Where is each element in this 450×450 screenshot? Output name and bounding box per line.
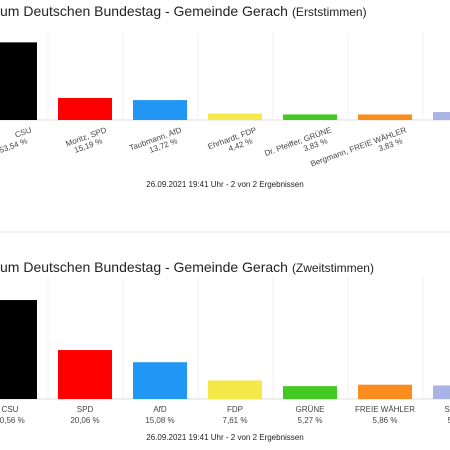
chart-title: um Deutschen Bundestag - Gemeinde Gerach… [0, 259, 374, 275]
x-tick-label: CSU [2, 405, 19, 414]
bar [433, 385, 450, 399]
bar [0, 300, 37, 399]
x-tick-label: SPD [77, 405, 94, 414]
bar [358, 114, 412, 120]
value-label: 5,56 % [448, 416, 450, 425]
bar [133, 362, 187, 399]
subtitle-text: (Zweitstimmen) [292, 261, 374, 275]
chart-title: um Deutschen Bundestag - Gemeinde Gerach… [0, 3, 367, 19]
x-tick-label: AfD [153, 405, 167, 414]
value-label: 40,56 % [0, 416, 25, 425]
bar [58, 350, 112, 399]
title-text: um Deutschen Bundestag - Gemeinde Gerach [0, 3, 288, 19]
bar [208, 113, 262, 120]
bar [58, 97, 112, 120]
x-tick-label: FREIE WÄHLER [355, 405, 415, 414]
value-label: 53,54 % [0, 136, 29, 154]
bar [208, 380, 262, 399]
title-text: um Deutschen Bundestag - Gemeinde Gerach [0, 259, 288, 275]
value-label: 15,08 % [145, 416, 174, 425]
x-tick-label: Sonstige [444, 405, 450, 414]
x-tick-label: FDP [227, 405, 243, 414]
bar [133, 100, 187, 120]
bar [283, 386, 337, 399]
value-label: 5,27 % [298, 416, 323, 425]
footer: 26.09.2021 19:41 Uhr - 2 von 2 Ergebniss… [146, 180, 303, 189]
value-label: 20,06 % [70, 416, 99, 425]
value-label: 5,86 % [373, 416, 398, 425]
bar [433, 112, 450, 120]
subtitle-text: (Erststimmen) [292, 5, 367, 19]
bar [358, 384, 412, 399]
bar [0, 42, 37, 120]
bar [283, 114, 337, 120]
value-label: 7,61 % [223, 416, 248, 425]
footer: 26.09.2021 19:41 Uhr - 2 von 2 Ergebniss… [146, 433, 303, 442]
x-tick-label: GRÜNE [296, 405, 325, 414]
